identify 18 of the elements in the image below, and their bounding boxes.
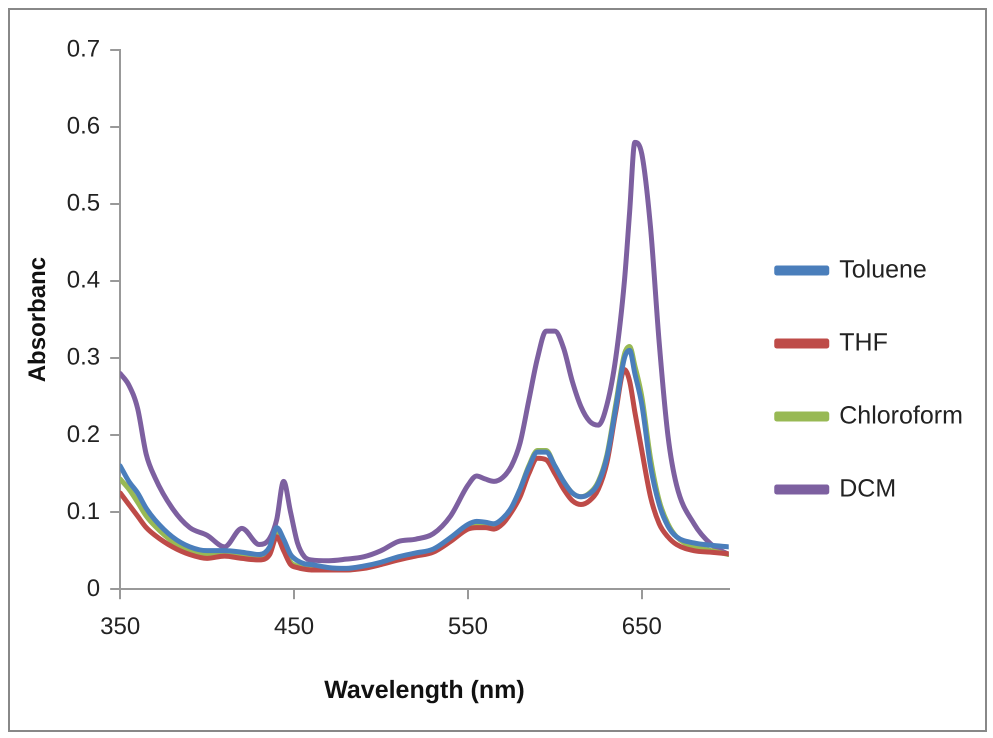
y-tick-label: 0: [86, 574, 100, 602]
x-tick-label: 550: [448, 613, 488, 640]
x-tick-label: 450: [274, 613, 314, 640]
y-tick-label: 0.7: [66, 36, 100, 63]
x-axis-title: Wavelength (nm): [324, 676, 525, 704]
legend-label: THF: [839, 328, 888, 356]
y-tick-label: 0.2: [66, 420, 100, 448]
x-tick-label: 650: [622, 613, 662, 640]
y-axis-title: Absorbanc: [24, 256, 52, 382]
y-tick-label: 0.5: [66, 190, 100, 217]
legend-label: Chloroform: [839, 401, 963, 430]
x-tick-label: 350: [100, 613, 140, 640]
y-tick-label: 0.4: [66, 266, 100, 294]
y-tick-label: 0.6: [66, 112, 100, 140]
legend-label: DCM: [839, 474, 896, 502]
y-tick-label: 0.3: [66, 344, 100, 371]
legend-label: Toluene: [839, 255, 927, 284]
y-tick-label: 0.1: [66, 498, 100, 525]
